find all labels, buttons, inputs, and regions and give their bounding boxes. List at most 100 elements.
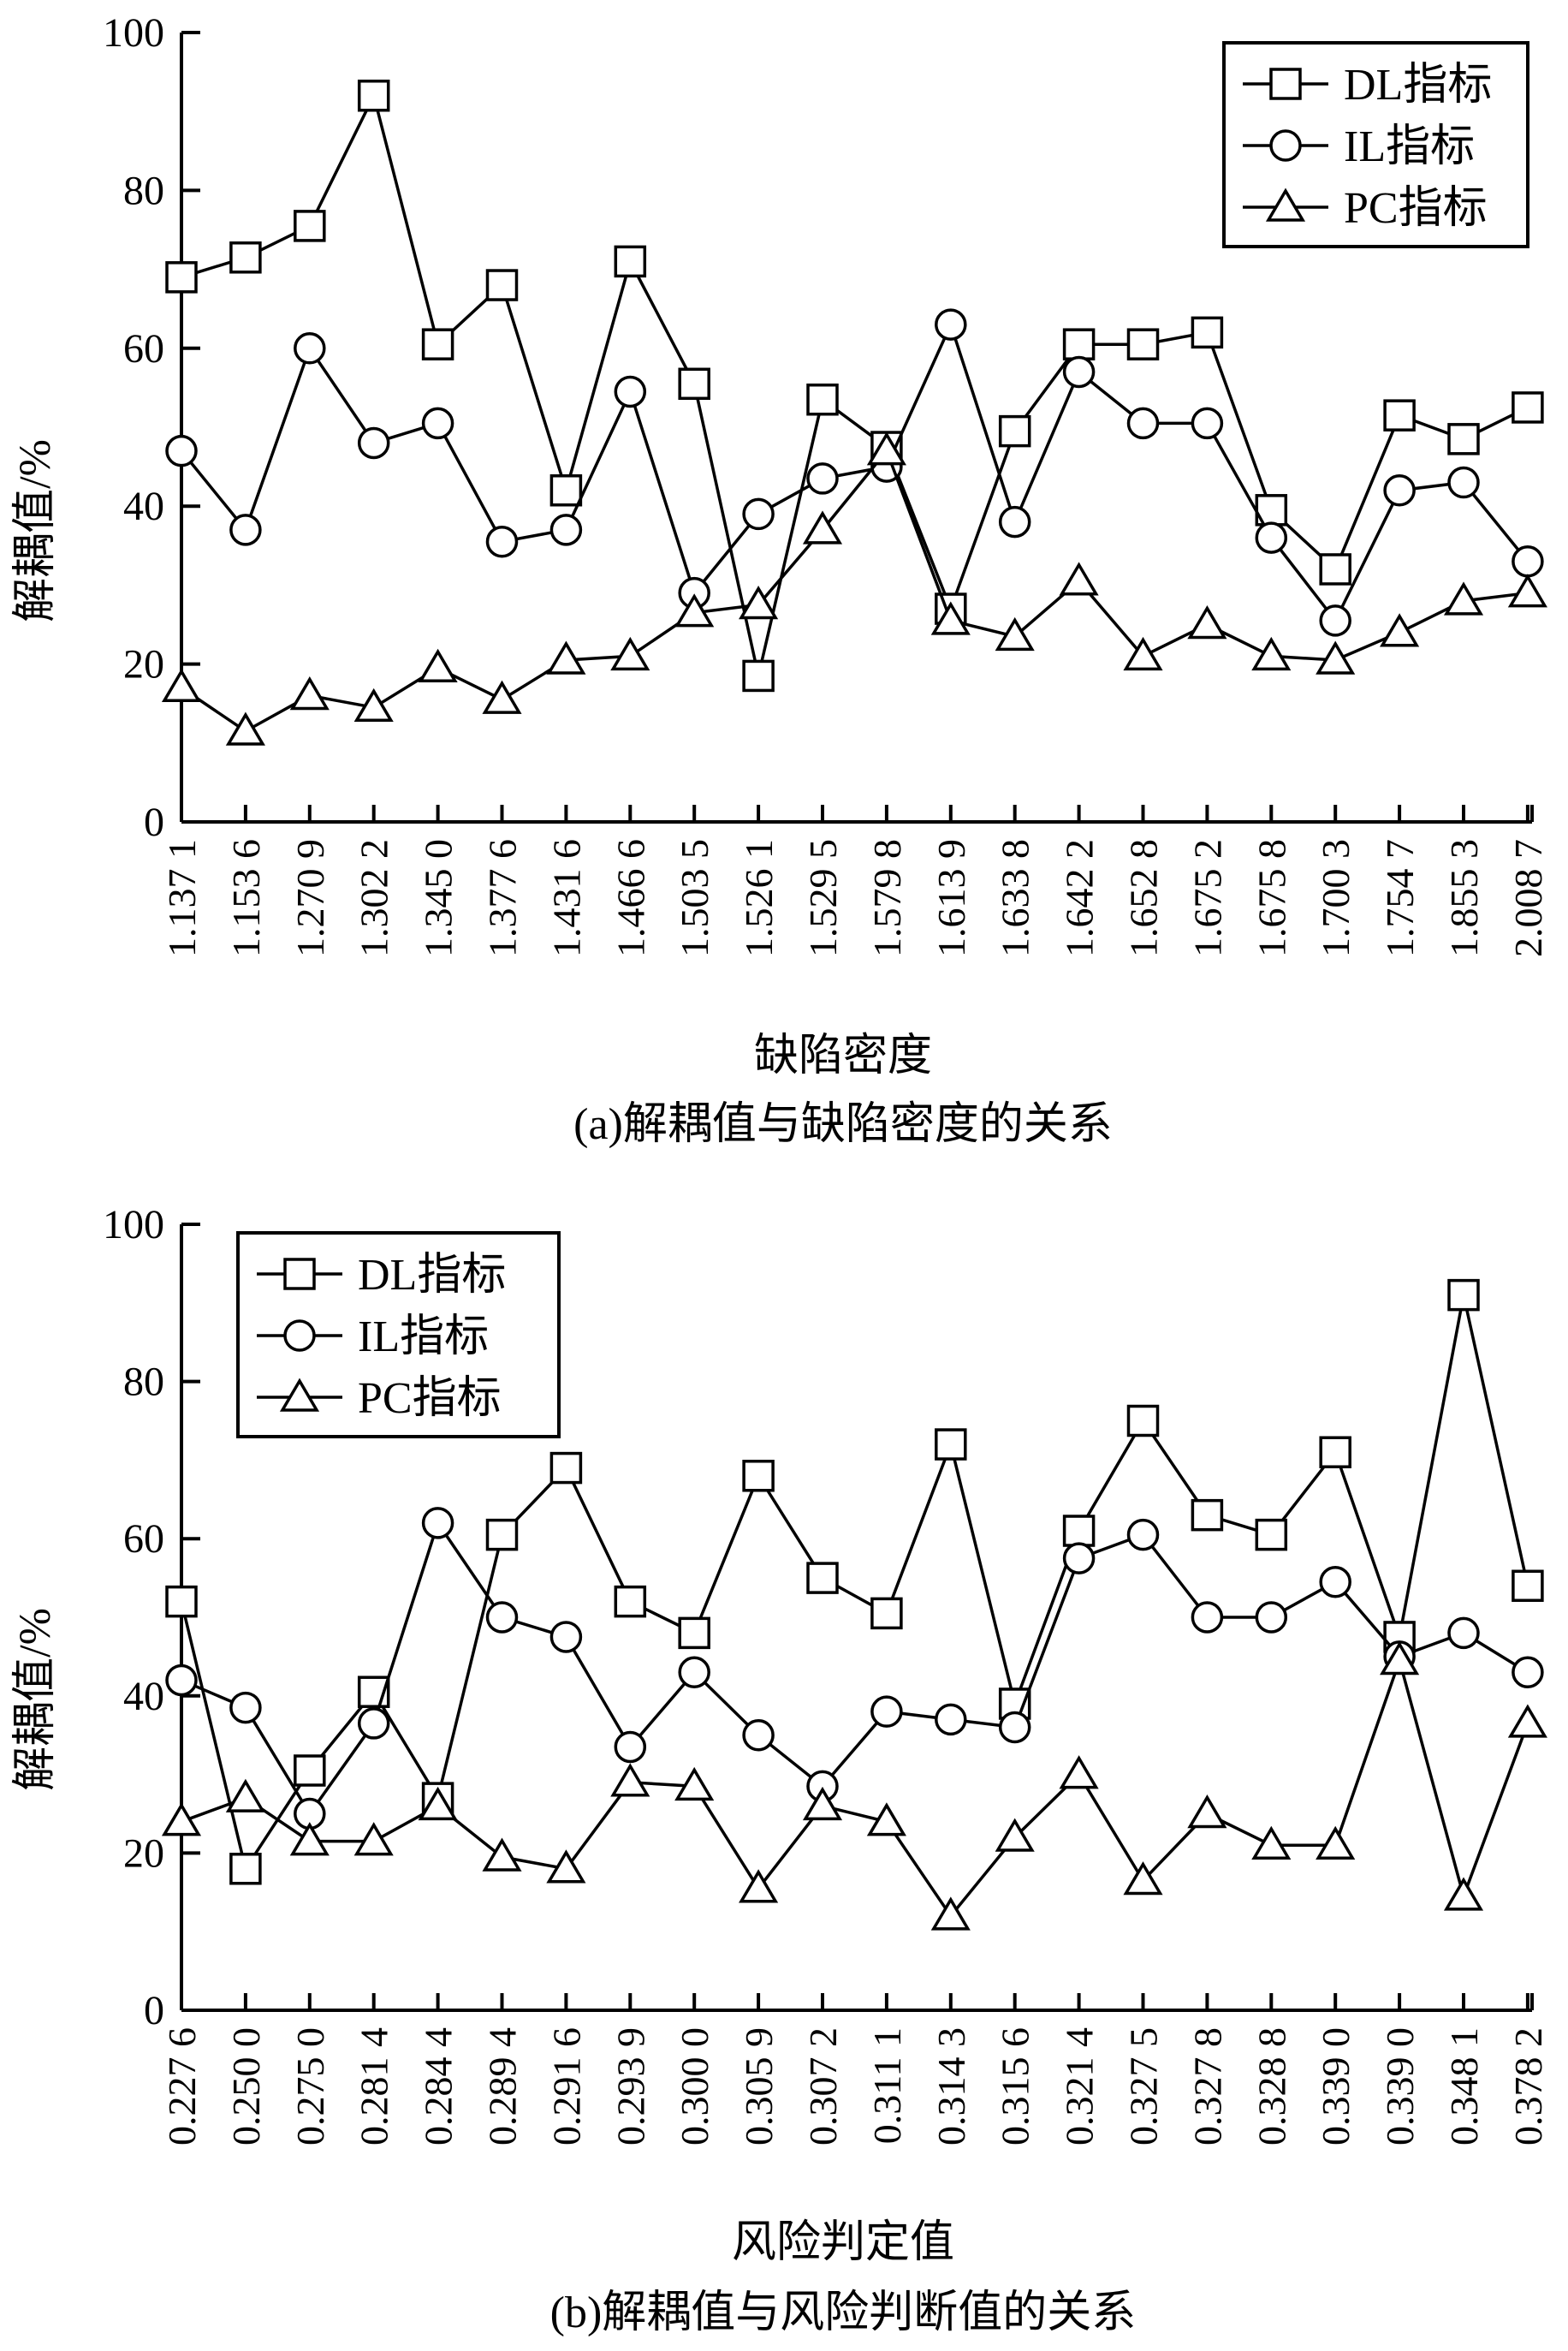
data-point [1191,316,1224,349]
data-point [1059,562,1099,596]
data-point [1512,1656,1544,1689]
x-tick-label: 0.321 4 [1058,2027,1102,2146]
y-tick-label: 60 [123,1516,164,1562]
x-tick-label: 0.275 0 [288,2027,332,2146]
chart-a-series [161,80,1547,746]
y-tick-label: 40 [123,1674,164,1719]
data-point [802,510,843,545]
legend-label: PC指标 [1344,184,1488,233]
data-point [294,332,326,365]
series-line [180,1295,1529,1873]
data-point [806,1562,839,1594]
chart-a-legend: DL指标 IL指标 PC指标 [1222,41,1529,248]
data-point [1380,613,1420,647]
data-point [1443,581,1484,616]
data-point [1383,399,1416,432]
data-point [739,1869,779,1903]
x-tick-label: 0.339 0 [1314,2027,1357,2146]
x-tick-label: 0.291 6 [544,2027,588,2146]
x-tick-label: 1.503 5 [673,839,716,957]
chart-a-y-axis-title: 解耦值/% [11,439,60,622]
data-point [1512,391,1544,424]
series-square [165,1278,1544,1885]
data-point [482,1837,522,1872]
data-point [225,1778,265,1812]
legend-label: DL指标 [1344,61,1492,110]
x-tick-label: 1.302 2 [353,839,396,957]
data-point [1319,1436,1351,1468]
data-point [485,269,519,301]
x-tick-label: 1.526 1 [737,839,781,957]
x-tick-label: 0.327 5 [1122,2027,1166,2146]
y-tick-label: 80 [123,168,164,213]
data-point [1187,1794,1227,1829]
data-point [1062,1542,1096,1574]
y-tick-label: 0 [144,1988,164,2033]
data-point [294,210,326,242]
chart-b-y-ticks: 0 20 40 60 80 100 [103,1202,200,2033]
data-point [165,261,198,294]
chart-b-x-ticks: 0.227 6 0.250 0 0.275 0 0.281 4 0.284 4 0.289… [160,1993,1550,2146]
data-point [357,80,390,112]
legend-marker [283,1258,316,1290]
x-tick-label: 1.579 8 [865,839,909,957]
data-point [1126,1404,1160,1437]
x-tick-label: 1.270 9 [288,839,332,957]
y-tick-label: 60 [123,326,164,372]
data-point [1126,328,1160,360]
data-point [1059,1755,1099,1789]
data-point [614,1730,647,1764]
data-point [421,407,454,440]
data-point [161,1802,202,1836]
legend-marker [1269,129,1302,162]
data-point [1447,423,1480,455]
data-point [549,514,583,546]
legend-marker [283,1319,316,1352]
data-point [1512,1569,1544,1603]
data-point [1255,1601,1288,1634]
chart-b-x-axis-title: 风险判定值 [732,2218,954,2267]
data-point [485,525,519,558]
legend-label: IL指标 [358,1312,489,1361]
chart-b-legend-items: DL指标 IL指标 PC指标 [257,1251,506,1423]
chart-a-caption: (a)解耦值与缺陷密度的关系 [573,1100,1113,1149]
data-point [1062,1515,1096,1547]
data-point [1507,574,1547,608]
data-point [1447,1278,1480,1312]
data-point [614,1585,647,1618]
data-point [294,1754,326,1787]
legend-label: DL指标 [358,1251,506,1300]
x-tick-label: 1.529 5 [801,839,845,957]
x-tick-label: 0.250 0 [224,2027,268,2146]
chart-a-x-axis-title: 缺陷密度 [754,1032,932,1080]
data-point [870,1695,903,1728]
data-point [482,680,522,714]
y-tick-label: 20 [123,1830,164,1876]
data-point [229,241,262,274]
series-square [165,80,1544,693]
chart-b: 0 20 40 60 80 100 0.227 6 0.250 0 0.275 0 0.281 … [11,1202,1550,2337]
x-tick-label: 1.754 7 [1378,839,1422,957]
data-point [742,497,775,531]
data-point [866,432,906,466]
x-tick-label: 0.307 2 [801,2027,845,2146]
x-tick-label: 2.008 7 [1506,839,1550,957]
x-tick-label: 0.339 0 [1378,2027,1422,2146]
data-point [1126,407,1160,440]
data-point [1191,407,1224,440]
data-point [165,1585,198,1618]
data-point [1255,521,1288,554]
x-tick-label: 0.328 8 [1250,2027,1293,2146]
series-circle [165,1507,1544,1830]
data-point [1126,1518,1160,1551]
x-tick-label: 1.855 3 [1442,839,1486,957]
data-point [998,414,1031,448]
data-point [421,328,454,360]
x-tick-label: 1.675 2 [1185,839,1229,957]
data-point [866,1802,906,1836]
chart-b-caption: (b)解耦值与风险判断值的关系 [550,2289,1137,2337]
series-line [181,91,1529,676]
legend-label: IL指标 [1344,122,1475,171]
legend-marker [1265,187,1306,222]
